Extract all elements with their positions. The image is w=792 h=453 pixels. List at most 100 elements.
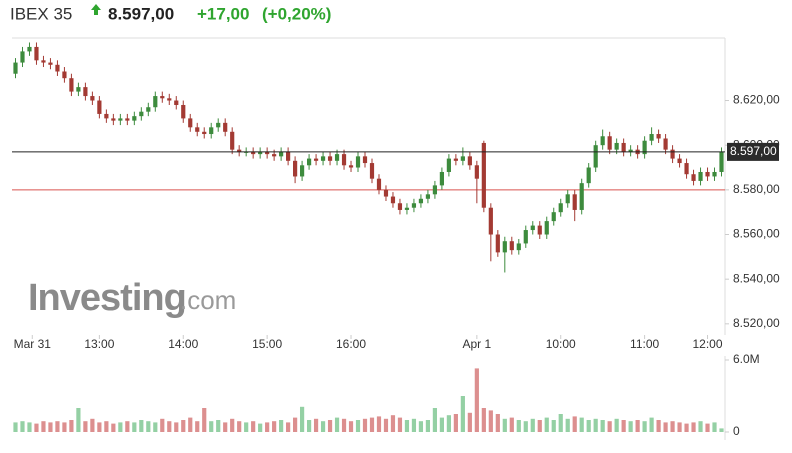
volume-bar: [209, 421, 214, 432]
volume-bar: [341, 418, 347, 432]
volume-bar: [104, 421, 109, 432]
candle-body: [614, 142, 619, 150]
candle-body: [397, 203, 403, 210]
candle-body: [69, 78, 74, 92]
volume-bar: [432, 408, 438, 432]
volume-bar: [467, 412, 472, 432]
candle-body: [481, 142, 486, 208]
y-tick-label: 8.620,00: [733, 93, 780, 107]
volume-bar: [223, 422, 228, 432]
up-arrow: [91, 4, 101, 15]
x-tick-label: 14:00: [168, 337, 198, 351]
x-tick-label: 10:00: [546, 337, 576, 351]
candle-body: [313, 158, 319, 161]
candle-body: [467, 156, 472, 166]
candle-body: [34, 46, 39, 61]
candle-body: [516, 243, 521, 251]
candle-body: [698, 171, 703, 181]
candle-body: [684, 163, 689, 175]
volume-bar: [649, 417, 654, 432]
volume-bar: [691, 422, 696, 432]
volume-bar: [474, 368, 479, 432]
volume-bar: [593, 418, 598, 432]
volume-bar: [656, 420, 661, 432]
candle-body: [705, 171, 710, 177]
candle-body: [48, 62, 53, 65]
volume-bar: [572, 416, 577, 432]
candle-body: [551, 212, 556, 222]
last-price-label: 8.597,00: [730, 144, 777, 158]
candle-body: [453, 158, 458, 161]
candle-body: [13, 62, 18, 74]
candle-body: [230, 131, 235, 150]
candle-body: [83, 87, 88, 97]
volume-bar: [111, 423, 116, 432]
candle-body: [306, 158, 312, 166]
volume-bar: [160, 418, 165, 432]
volume-bar: [607, 421, 612, 432]
volume-bar: [523, 421, 528, 432]
volume-bar: [663, 422, 668, 432]
candle-body: [188, 118, 193, 128]
volume-bar: [320, 421, 326, 432]
x-tick-label: 16:00: [336, 337, 366, 351]
candle-body: [404, 207, 410, 210]
volume-bar: [383, 418, 389, 432]
candle-body: [362, 156, 368, 164]
volume-bar: [62, 422, 67, 432]
x-tick-label: 13:00: [84, 337, 114, 351]
change-percent: (+0,20%): [262, 4, 331, 23]
volume-bar: [670, 421, 675, 432]
candle-body: [558, 203, 563, 213]
volume-bar: [230, 418, 235, 432]
candle-body: [209, 127, 214, 135]
volume-bar: [216, 420, 221, 432]
volume-bar: [334, 417, 340, 432]
volume-bar: [48, 422, 53, 432]
candle-body: [265, 151, 270, 155]
candle-body: [125, 118, 130, 121]
volume-bar: [579, 417, 584, 432]
x-tick-label: 12:00: [693, 337, 723, 351]
volume-bar: [55, 421, 60, 432]
volume-bar: [544, 417, 549, 432]
volume-bar: [251, 421, 256, 432]
candle-body: [369, 163, 375, 179]
candle-body: [663, 138, 668, 150]
volume-bar: [286, 422, 291, 432]
candle-body: [251, 151, 256, 155]
volume-bar: [376, 416, 382, 432]
volume-bar: [488, 410, 493, 432]
volume-bar: [586, 420, 591, 432]
candle-body: [90, 96, 95, 101]
candle-body: [474, 165, 479, 179]
volume-bar: [69, 420, 74, 432]
volume-bar: [446, 415, 451, 432]
candle-body: [439, 171, 444, 186]
volume-bar: [139, 420, 144, 432]
x-tick-label: 11:00: [630, 337, 659, 351]
y-tick-label: 8.560,00: [733, 227, 780, 241]
candle-body: [104, 113, 109, 119]
volume-bar: [244, 422, 249, 432]
candle-body: [656, 134, 661, 139]
candle-body: [27, 46, 32, 52]
volume-bar: [369, 417, 375, 432]
y-tick-label: 8.580,00: [733, 182, 780, 196]
volume-bar: [146, 421, 151, 432]
volume-bar: [195, 421, 200, 432]
candle-body: [160, 96, 165, 99]
volume-bar: [565, 418, 570, 432]
volume-bar: [397, 417, 403, 432]
volume-bar: [600, 420, 605, 432]
volume-bar: [614, 418, 619, 432]
candle-body: [579, 183, 584, 210]
volume-bar: [97, 422, 102, 432]
candle-body: [425, 194, 431, 199]
candle-body: [376, 178, 382, 190]
candle-body: [530, 225, 535, 231]
candle-body: [691, 174, 696, 181]
candle-body: [118, 118, 123, 121]
candle-body: [111, 118, 116, 121]
candle-body: [320, 156, 326, 161]
